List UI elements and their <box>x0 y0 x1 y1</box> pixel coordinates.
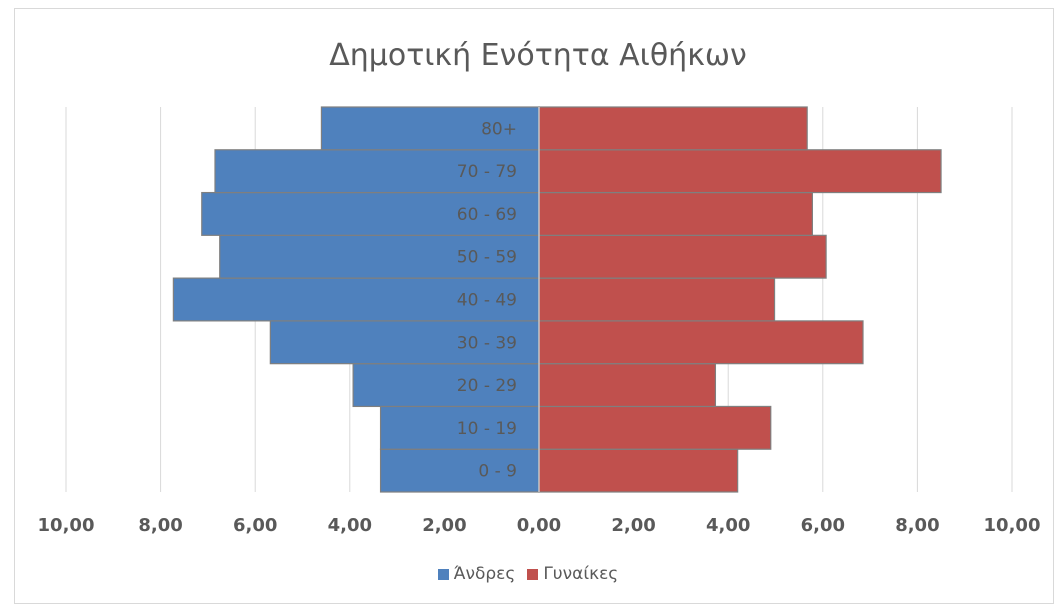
category-label: 50 - 59 <box>457 248 517 268</box>
x-tick-label: 6,00 <box>233 515 277 536</box>
bar-gynaikes <box>538 149 942 194</box>
bar-gynaikes <box>538 234 827 279</box>
category-label: 80+ <box>481 119 517 139</box>
x-tick-label: 6,00 <box>801 515 845 536</box>
bar-gynaikes <box>538 191 813 236</box>
category-label: 0 - 9 <box>478 462 517 482</box>
category-label: 40 - 49 <box>457 291 517 311</box>
legend-item: Άνδρες <box>437 564 516 584</box>
x-tick-label: 2,00 <box>422 515 466 536</box>
bar-gynaikes <box>538 320 864 365</box>
x-tick-label: 8,00 <box>895 515 939 536</box>
category-label: 60 - 69 <box>457 205 517 225</box>
x-tick-label: 4,00 <box>328 515 372 536</box>
x-tick-label: 10,00 <box>984 515 1041 536</box>
x-tick-label: 2,00 <box>611 515 655 536</box>
x-tick-label: 10,00 <box>38 515 95 536</box>
bar-gynaikes <box>538 405 772 450</box>
legend-label: Άνδρες <box>453 564 516 584</box>
legend-swatch <box>437 568 449 580</box>
category-label: 10 - 19 <box>457 419 517 439</box>
chart-title: Δημοτική Ενότητα Αιθήκων <box>329 38 747 73</box>
x-tick-label: 0,00 <box>517 515 561 536</box>
category-label: 30 - 39 <box>457 333 517 353</box>
legend-swatch <box>527 568 539 580</box>
bar-gynaikes <box>538 448 739 493</box>
bar-andres <box>379 405 540 450</box>
legend-item: Γυναίκες <box>527 564 618 584</box>
bar-andres <box>214 149 540 194</box>
bar-gynaikes <box>538 277 776 322</box>
category-label: 20 - 29 <box>457 376 517 396</box>
x-tick-label: 8,00 <box>138 515 182 536</box>
bar-andres <box>320 106 540 151</box>
category-label: 70 - 79 <box>457 162 517 182</box>
x-tick-label: 4,00 <box>706 515 750 536</box>
bar-andres <box>201 191 540 236</box>
bar-gynaikes <box>538 106 808 151</box>
bar-andres <box>172 277 540 322</box>
legend-label: Γυναίκες <box>543 564 619 584</box>
bar-andres <box>219 234 540 279</box>
bar-gynaikes <box>538 363 717 408</box>
legend: Άνδρες Γυναίκες <box>0 564 1056 585</box>
